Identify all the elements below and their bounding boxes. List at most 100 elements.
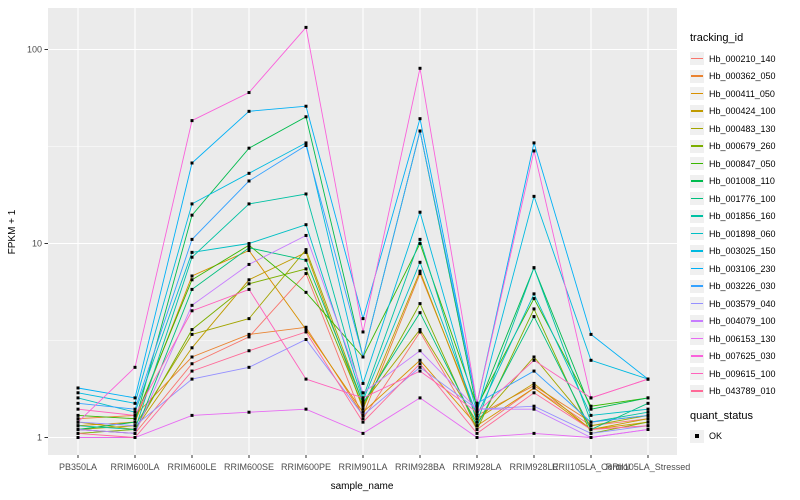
data-point [247, 179, 251, 183]
legend-key-line [691, 232, 703, 235]
legend-key-line [691, 180, 703, 182]
data-point [418, 66, 422, 70]
legend-key-swatch [690, 367, 704, 380]
data-point [361, 355, 365, 359]
legend-key-line [691, 355, 703, 357]
data-point [646, 410, 650, 414]
data-point [76, 407, 80, 411]
data-point [589, 407, 593, 411]
legend-key-swatch [690, 297, 704, 310]
x-tick-label: RRII105LA_Control [552, 462, 630, 472]
legend-key-line [691, 92, 703, 95]
legend-key-swatch [690, 262, 704, 275]
data-point [304, 141, 308, 145]
data-point [76, 420, 80, 424]
filled-square-marker [695, 434, 699, 438]
data-point [589, 436, 593, 439]
x-tick-label: PB350LA [59, 462, 97, 472]
legend-item-Hb_001898_060: Hb_001898_060 [690, 227, 798, 240]
legend-key-swatch [690, 139, 704, 153]
data-point [247, 365, 251, 369]
data-point [475, 417, 479, 421]
data-point [304, 328, 308, 332]
legend-item-Hb_000847_050: Hb_000847_050 [690, 157, 798, 170]
data-point [190, 328, 194, 332]
data-point [76, 417, 80, 421]
data-point [133, 365, 137, 369]
legend-item-Hb_003025_150: Hb_003025_150 [690, 244, 798, 258]
data-point [247, 249, 251, 253]
legend-key-swatch [690, 332, 704, 345]
data-point [418, 311, 422, 315]
data-point [532, 391, 536, 395]
legend-key-line [691, 390, 703, 392]
data-point [589, 431, 593, 435]
legend-key-swatch [690, 314, 704, 328]
data-point [304, 290, 308, 294]
data-point [247, 243, 251, 247]
data-point [247, 287, 251, 291]
data-point [646, 413, 650, 417]
legend-key-line [691, 267, 703, 270]
data-point [418, 365, 422, 369]
data-point [589, 404, 593, 408]
legend-item-Hb_000362_050: Hb_000362_050 [690, 69, 798, 83]
data-point [418, 369, 422, 373]
data-point [190, 303, 194, 307]
legend-label: Hb_000679_260 [709, 141, 776, 151]
legend-label: Hb_003025_150 [709, 246, 776, 256]
data-point [589, 427, 593, 431]
legend-item-Hb_000411_050: Hb_000411_050 [690, 87, 798, 100]
legend-label: Hb_001008_110 [709, 176, 775, 186]
legend-item-Hb_009615_100: Hb_009615_100 [690, 367, 798, 380]
data-point [304, 192, 308, 196]
legend-item-Hb_007625_030: Hb_007625_030 [690, 349, 798, 363]
data-point [304, 267, 308, 271]
data-point [76, 391, 80, 395]
x-tick-label: RRIM600SE [224, 462, 274, 472]
data-point [418, 396, 422, 400]
data-point [532, 358, 536, 362]
data-point [76, 386, 80, 390]
data-point [76, 436, 80, 439]
legend-label: Hb_043789_010 [709, 386, 776, 396]
data-point [247, 317, 251, 321]
legend-key-line [691, 250, 703, 252]
data-point [475, 436, 479, 439]
x-tick-label: RRIM928LA [452, 462, 501, 472]
data-point [190, 355, 194, 359]
data-point [475, 413, 479, 417]
legend-key-swatch [690, 349, 704, 363]
data-point [76, 424, 80, 428]
data-point [304, 104, 308, 108]
legend-key-line [691, 75, 703, 77]
legend-item-Hb_001856_160: Hb_001856_160 [690, 209, 798, 223]
legend-key-line [691, 162, 703, 165]
legend-key-line [691, 215, 703, 217]
data-point [646, 424, 650, 428]
data-point [304, 115, 308, 119]
data-point [361, 413, 365, 417]
data-point [475, 407, 479, 411]
data-point [133, 420, 137, 424]
legend-title-quant-status: quant_status [690, 409, 753, 422]
data-point [247, 335, 251, 339]
legend-label: Hb_000411_050 [709, 88, 775, 99]
x-tick-label: RRIM928LE [509, 462, 558, 472]
legend-key-line [691, 127, 703, 130]
x-axis-title: sample_name [331, 481, 394, 492]
x-tick-label: RRII105LA_Stressed [606, 462, 691, 472]
data-point [532, 381, 536, 385]
series-points-Hb_043789_010 [76, 330, 650, 439]
legend-key-swatch [690, 104, 704, 118]
legend-items: Hb_000210_140 Hb_000362_050 Hb_000411_050 H… [690, 52, 798, 398]
x-tick-label: RRIM901LA [338, 462, 387, 472]
x-tick-label: RRIM600LE [167, 462, 216, 472]
legend-label: Hb_006153_130 [709, 333, 776, 344]
data-point [190, 202, 194, 206]
data-point [76, 431, 80, 435]
data-point [304, 248, 308, 252]
y-tick-label: 10 [32, 239, 42, 249]
